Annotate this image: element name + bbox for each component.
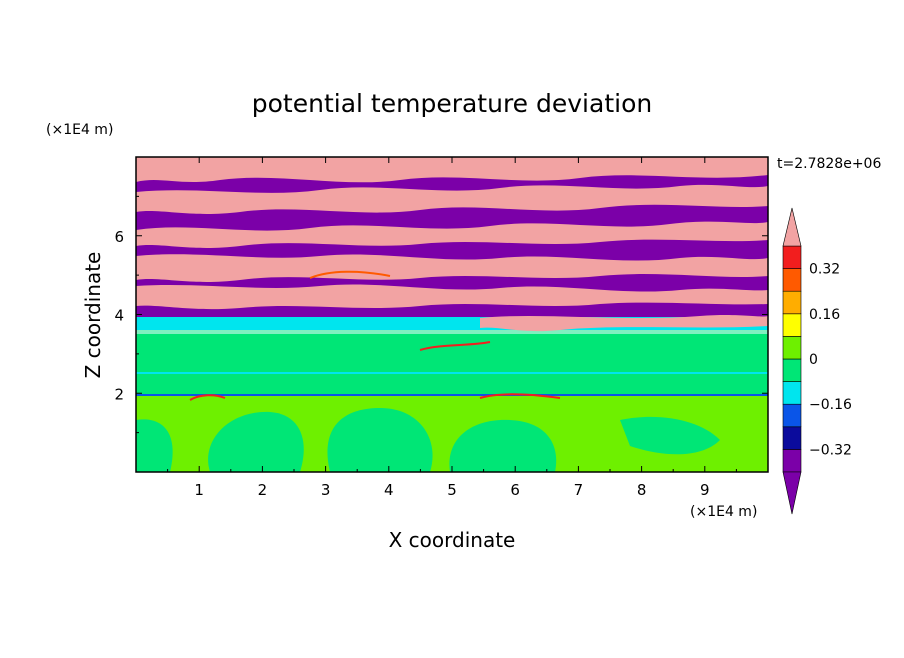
lower-blob-1: [208, 411, 304, 472]
y-tick-label-4: 4: [114, 307, 124, 325]
interface-red-streak-2: [189, 394, 226, 401]
colorbar-tick-label: −0.16: [809, 397, 852, 413]
field-band-cyan-2: [136, 330, 768, 334]
interface-line-blue: [136, 394, 768, 396]
x-tick-label-5: 5: [447, 481, 457, 499]
x-axis-unit: (×1E4 m): [690, 504, 757, 520]
x-tick-label-3: 3: [321, 481, 331, 499]
colorbar-tick-label: 0: [809, 352, 818, 368]
pink-layer-6: [480, 315, 768, 332]
interface-red-streak-4: [309, 270, 391, 279]
x-tick-label-2: 2: [258, 481, 268, 499]
colorbar-cell-1: [782, 426, 802, 450]
colorbar-cell-0: [782, 449, 802, 473]
colorbar-cell-4: [782, 358, 802, 382]
colorbar-tick-label: 0.16: [809, 307, 840, 323]
x-tick-label-6: 6: [510, 481, 520, 499]
pink-layer-3: [136, 221, 768, 248]
y-axis-ticks: 2 4 6: [114, 195, 768, 434]
chart-title: potential temperature deviation: [252, 89, 652, 118]
pink-layer-1: [136, 157, 768, 183]
colorbar-tick-label: 0.32: [809, 262, 840, 278]
colorbar-cell-2: [782, 403, 802, 428]
x-axis-label: X coordinate: [389, 528, 516, 552]
colorbar: 0.32 0.16 0 −0.16 −0.32: [782, 207, 852, 515]
x-axis-ticks: 1 2 3 4 5 6 7 8 9: [167, 157, 737, 499]
y-axis-unit: (×1E4 m): [46, 122, 113, 138]
time-label: t=2.7828e+06: [777, 156, 881, 172]
x-tick-label-1: 1: [194, 481, 204, 499]
pink-layer-5: [136, 284, 768, 310]
pink-layer-4: [136, 254, 768, 282]
lower-blob-2: [327, 408, 433, 472]
colorbar-tick-label: −0.32: [809, 442, 852, 458]
interface-line-cyan: [136, 372, 768, 374]
field-band-mid: [136, 333, 768, 395]
y-axis-label: Z coordinate: [81, 252, 105, 379]
lower-blob-4: [136, 419, 173, 472]
colorbar-cell-9: [782, 245, 802, 269]
x-tick-label-7: 7: [574, 481, 584, 499]
y-tick-label-2: 2: [114, 385, 124, 403]
colorbar-cell-8: [782, 268, 802, 292]
x-tick-label-8: 8: [637, 481, 647, 499]
colorbar-cell-5: [782, 336, 802, 360]
x-tick-label-4: 4: [384, 481, 394, 499]
lower-blob-5: [620, 416, 720, 455]
lower-blob-3: [449, 419, 557, 472]
colorbar-cell-6: [782, 313, 802, 337]
colorbar-cell-3: [782, 381, 802, 405]
x-tick-label-9: 9: [700, 481, 710, 499]
interface-red-streak-3: [479, 393, 561, 399]
colorbar-under-triangle: [782, 471, 802, 515]
colorbar-over-triangle: [782, 207, 802, 247]
plot-area: [136, 157, 768, 472]
interface-red-streak-1: [419, 341, 491, 351]
pink-layer-2: [136, 184, 768, 214]
colorbar-cell-7: [782, 290, 802, 315]
y-tick-label-6: 6: [114, 228, 124, 246]
